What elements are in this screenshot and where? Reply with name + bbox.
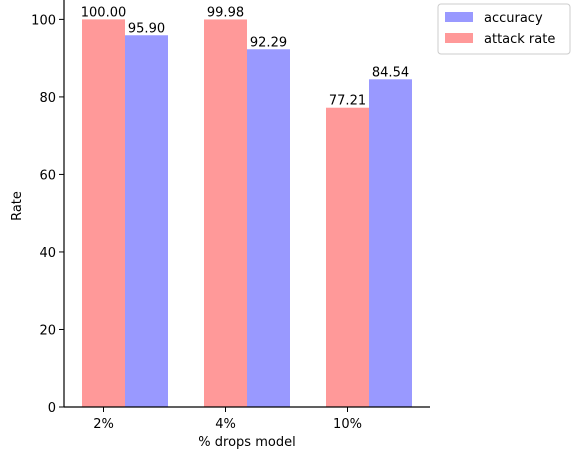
- x-axis-label: % drops model: [198, 435, 295, 450]
- data-label-accuracy-0: 95.90: [128, 21, 165, 36]
- y-tick-label: 20: [39, 323, 56, 338]
- bar-accuracy-2: [369, 79, 412, 407]
- data-label-attack-rate-2: 77.21: [329, 94, 366, 109]
- legend-label-attack-rate: attack rate: [484, 32, 555, 47]
- data-label-attack-rate-0: 100.00: [81, 5, 127, 20]
- y-tick-label: 60: [39, 168, 56, 183]
- data-label-accuracy-1: 92.29: [250, 35, 287, 50]
- x-tick-label: 2%: [93, 417, 114, 432]
- x-tick-label: 10%: [333, 417, 362, 432]
- data-label-accuracy-2: 84.54: [372, 65, 409, 80]
- legend-swatch-accuracy: [445, 12, 473, 22]
- plot-area: 100.00 99.98 77.21 95.90 92.29 84.54 0 20 40 60 80…: [31, 0, 430, 432]
- x-tick-label: 4%: [215, 417, 236, 432]
- bar-accuracy-0: [125, 35, 168, 407]
- legend-label-accuracy: accuracy: [484, 11, 543, 26]
- y-tick-label: 40: [39, 246, 56, 261]
- legend: accuracy attack rate: [437, 3, 571, 55]
- data-label-attack-rate-1: 99.98: [207, 5, 244, 20]
- bar-attack-rate-2: [326, 107, 369, 407]
- y-tick-label: 80: [39, 91, 56, 106]
- y-tick-label: 100: [31, 13, 56, 28]
- bar-attack-rate-1: [204, 19, 247, 408]
- y-tick-label: 0: [48, 401, 56, 416]
- legend-swatch-attack-rate: [445, 33, 473, 43]
- y-axis-label: Rate: [10, 191, 25, 221]
- bar-attack-rate-0: [82, 19, 125, 408]
- bar-accuracy-1: [247, 49, 290, 407]
